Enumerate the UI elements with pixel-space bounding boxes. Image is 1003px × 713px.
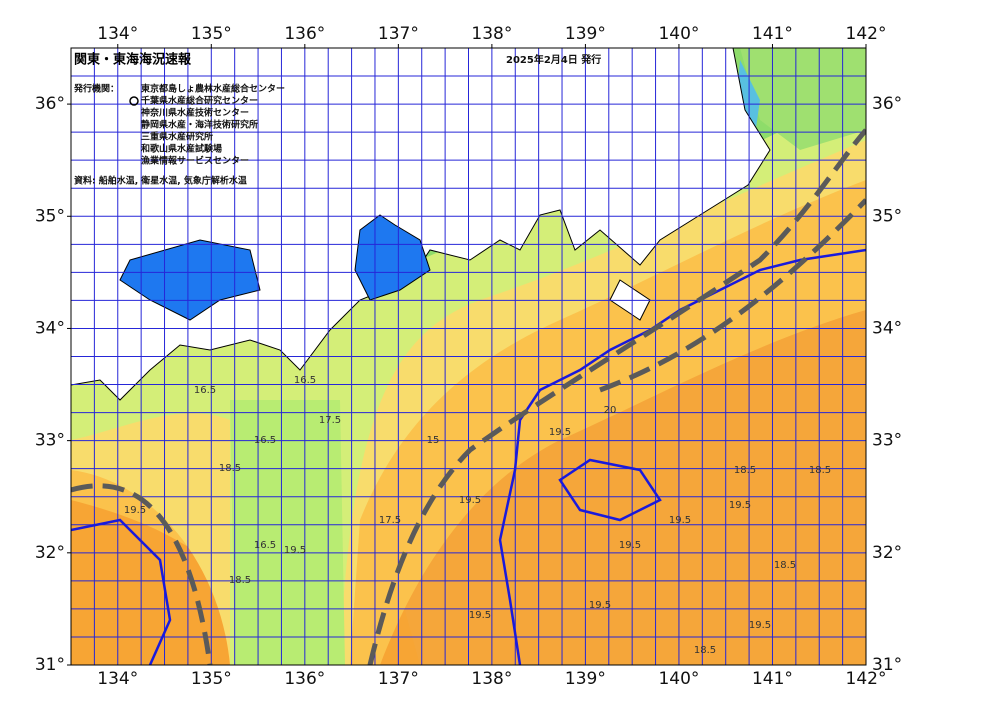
issuer: 静岡県水産・海洋技術研究所 [141, 119, 258, 131]
issuer: 東京都島しょ農林水産総合センター [141, 83, 285, 95]
lat-label: 35° [35, 206, 65, 226]
marker [129, 96, 139, 106]
contour-label: 16.5 [254, 435, 276, 446]
contour-label: 19.5 [124, 505, 146, 516]
lon-label: 139° [565, 24, 606, 44]
lon-label: 136° [284, 24, 325, 44]
issuer: 千葉県水産総合研究センター [141, 95, 258, 107]
lat-label: 31° [872, 655, 902, 675]
sea-field [71, 48, 866, 665]
contour-label: 19.5 [749, 620, 771, 631]
lat-label: 32° [35, 543, 65, 563]
lat-label: 31° [35, 655, 65, 675]
contour-label: 16.5 [294, 375, 316, 386]
contour-label: 18.5 [219, 463, 241, 474]
contour-label: 17.5 [319, 415, 341, 426]
contour-label: 19.5 [284, 545, 306, 556]
contour-label: 18.5 [809, 465, 831, 476]
lon-label: 136° [284, 669, 325, 689]
contour-label: 20 [604, 405, 617, 416]
lat-label: 36° [872, 94, 902, 114]
lat-label: 35° [872, 206, 902, 226]
lon-label: 137° [378, 24, 419, 44]
lon-label: 137° [378, 669, 419, 689]
lat-label: 33° [35, 431, 65, 451]
lon-label: 134° [97, 24, 138, 44]
issue-date: 2025年2月4日 発行 [506, 53, 601, 66]
contour-label: 16.5 [194, 385, 216, 396]
lat-label: 34° [872, 318, 902, 338]
issuer: 三重県水産研究所 [141, 131, 213, 143]
issuer: 神奈川県水産技術センター [141, 107, 249, 119]
contour-label: 19.5 [549, 427, 571, 438]
issuer: 和歌山県水産試験場 [140, 143, 222, 155]
lon-label: 135° [191, 24, 232, 44]
lon-label: 138° [471, 669, 512, 689]
lon-label: 142° [846, 669, 887, 689]
lon-label: 135° [191, 669, 232, 689]
lon-label: 138° [471, 24, 512, 44]
lon-label: 139° [565, 669, 606, 689]
contour-label: 19.5 [669, 515, 691, 526]
lon-label: 140° [658, 669, 699, 689]
contour-label: 19.5 [469, 610, 491, 621]
contour-label: 18.5 [694, 645, 716, 656]
kuroshio-front [71, 128, 866, 665]
lon-label: 141° [752, 669, 793, 689]
grid [71, 48, 866, 665]
contour-label: 18.5 [734, 465, 756, 476]
contour-label: 19.5 [459, 495, 481, 506]
source: 資料: 船舶水温, 衛星水温, 気象庁解析水温 [74, 175, 247, 187]
contour-label: 15 [427, 435, 440, 446]
contour-label: 18.5 [229, 575, 251, 586]
lat-label: 36° [35, 94, 65, 114]
lon-label: 141° [752, 24, 793, 44]
contour-label: 19.5 [619, 540, 641, 551]
lon-label: 142° [846, 24, 887, 44]
isotherm-20 [71, 248, 866, 665]
contour-label: 19.5 [729, 500, 751, 511]
contour-label: 17.5 [379, 515, 401, 526]
issuer: 漁業情報サービスセンター [141, 155, 249, 167]
contour-label: 16.5 [254, 540, 276, 551]
lat-label: 32° [872, 543, 902, 563]
lon-label: 140° [658, 24, 699, 44]
contour-label: 18.5 [774, 560, 796, 571]
lon-label: 134° [97, 669, 138, 689]
lat-label: 33° [872, 431, 902, 451]
issuer-label: 発行機関： [73, 83, 119, 95]
lat-label: 34° [35, 318, 65, 338]
contour-label: 19.5 [589, 600, 611, 611]
title: 関東・東海海況速報 [74, 52, 192, 68]
frame [70, 47, 867, 666]
